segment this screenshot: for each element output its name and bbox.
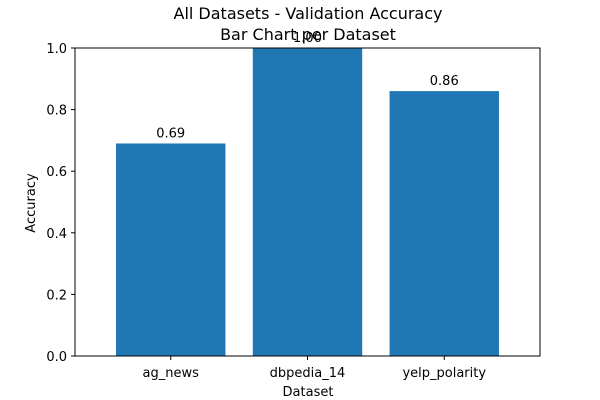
data-label-dbpedia_14: 1.00 — [293, 31, 322, 46]
x-tick-label: ag_news — [143, 366, 200, 381]
bars-group — [116, 48, 499, 357]
data-label-yelp_polarity: 0.86 — [430, 74, 459, 89]
y-tick-label: 0.8 — [46, 104, 67, 119]
x-tick-label: dbpedia_14 — [270, 366, 346, 381]
y-tick-label: 0.0 — [46, 350, 67, 365]
x-tick-label: yelp_polarity — [402, 366, 486, 381]
chart-subtitle: Bar Chart per Dataset — [220, 25, 396, 44]
x-axis-ticks: ag_news dbpedia_14 yelp_polarity — [143, 356, 486, 381]
data-labels-group: 0.69 1.00 0.86 — [156, 31, 458, 141]
bar-yelp_polarity — [389, 91, 499, 357]
data-label-ag_news: 0.69 — [156, 126, 185, 141]
y-axis-label: Accuracy — [24, 173, 39, 233]
bar-dbpedia_14 — [252, 48, 363, 356]
y-tick-label: 0.2 — [46, 288, 67, 303]
bar-ag_news — [116, 143, 226, 356]
chart-title: All Datasets - Validation Accuracy — [174, 4, 443, 23]
x-axis-label: Dataset — [283, 385, 334, 400]
y-axis-ticks: 0.0 0.2 0.4 0.6 0.8 1.0 — [46, 42, 75, 365]
y-tick-label: 0.6 — [46, 165, 67, 180]
y-tick-label: 1.0 — [46, 42, 67, 57]
y-tick-label: 0.4 — [46, 227, 67, 242]
